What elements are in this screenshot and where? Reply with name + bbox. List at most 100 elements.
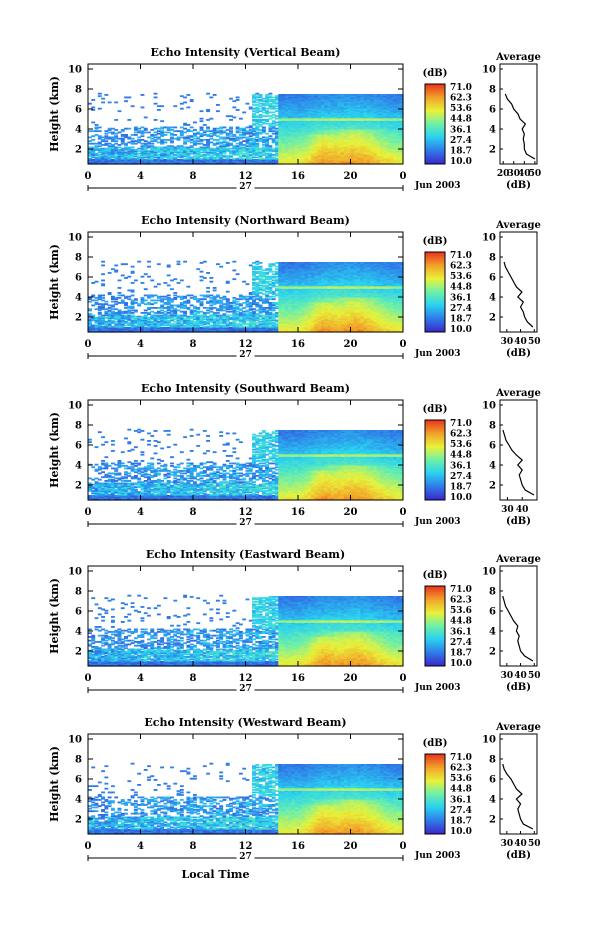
heatmap-cell (216, 104, 220, 106)
heatmap-cell (163, 282, 167, 284)
heatmap-cell (226, 281, 230, 283)
heatmap-cell (203, 261, 207, 263)
y-tick-label: 8 (75, 85, 82, 96)
heatmap-cell (134, 298, 138, 300)
heatmap-cell (183, 311, 187, 313)
heatmap-cell (141, 282, 145, 284)
heatmap-cell (121, 275, 125, 277)
heatmap-cell (229, 127, 233, 129)
heatmap-cell (255, 143, 259, 145)
heatmap-cell (229, 143, 233, 145)
heatmap-cell (114, 102, 118, 104)
heatmap-cell (131, 290, 135, 292)
heatmap-cell (246, 283, 250, 285)
heatmap-cell (236, 97, 240, 99)
heatmap-cell (91, 99, 95, 101)
heatmap-cell (216, 295, 220, 297)
heatmap-cell (118, 297, 122, 299)
heatmap-cell (180, 108, 184, 110)
heatmap-cell (203, 277, 207, 279)
heatmap-cell (114, 129, 118, 131)
heatmap-cell (160, 105, 164, 107)
heatmap-cell (229, 98, 233, 100)
colorbar-tick-label: 10.0 (450, 157, 472, 167)
heatmap-cell (196, 307, 200, 309)
heatmap-cell (147, 261, 151, 263)
day-label: 27 (239, 182, 252, 192)
heatmap-cell (226, 298, 230, 300)
heatmap-cell (91, 315, 95, 317)
heatmap-cell (131, 271, 135, 273)
heatmap-cell (190, 99, 194, 101)
heatmap-cell (141, 135, 145, 137)
heatmap-cell (246, 103, 250, 105)
heatmap-cell (236, 301, 240, 303)
heatmap-cell (177, 263, 181, 265)
heatmap-cell (154, 302, 158, 304)
heatmap-cell (95, 281, 99, 283)
average-y-tick-label: 10 (482, 65, 496, 76)
x-tick-label: 20 (344, 171, 358, 182)
heatmap-cell (216, 263, 220, 265)
heatmap-cell (229, 130, 233, 132)
colorbar-tick-label: 18.7 (450, 146, 472, 156)
heatmap-cell (236, 109, 240, 111)
heatmap-cell (114, 265, 118, 267)
heatmap-cell (190, 127, 194, 129)
heatmap-cell (173, 278, 177, 280)
heatmap-cell (206, 93, 210, 95)
heatmap-cell (91, 107, 95, 109)
heatmap-cell (118, 287, 122, 289)
x-tick-label: 16 (291, 171, 305, 182)
heatmap-cell (206, 287, 210, 289)
heatmap-cell (141, 276, 145, 278)
heatmap-cell (265, 133, 269, 135)
heatmap-cell (104, 301, 108, 303)
figure-canvas: Echo Intensity (Vertical Beam)246810Heig… (0, 0, 616, 929)
heatmap-cell (259, 94, 263, 96)
heatmap-cell (108, 102, 112, 104)
panel-title: Echo Intensity (Northward Beam) (141, 214, 350, 227)
heatmap-cell (124, 263, 128, 265)
colorbar-tick-label: 36.1 (450, 125, 472, 135)
heatmap-cell (226, 291, 230, 293)
heatmap-cell (127, 276, 131, 278)
heatmap-cell (242, 112, 246, 114)
heatmap-cell (170, 288, 174, 290)
heatmap-cell (232, 270, 236, 272)
heatmap-cell (144, 117, 148, 119)
heatmap-cell (131, 105, 135, 107)
heatmap-cell (223, 127, 227, 129)
echo-intensity-figure: Echo Intensity (Vertical Beam)246810Heig… (0, 0, 616, 929)
heatmap-cell (213, 94, 217, 96)
month-label: Jun 2003 (414, 181, 461, 191)
heatmap-cell (262, 127, 266, 129)
heatmap-cell (163, 142, 167, 144)
heatmap-cell (141, 297, 145, 299)
heatmap-cells (88, 261, 404, 333)
heatmap-cell (134, 280, 138, 282)
heatmap-cell (229, 119, 233, 121)
heatmap-cell (131, 282, 135, 284)
heatmap-cell (134, 310, 138, 312)
heatmap-cell (134, 134, 138, 136)
heatmap-cell (209, 277, 213, 279)
heatmap-cell (98, 130, 102, 132)
heatmap-cell (147, 132, 151, 134)
heatmap-cell (101, 98, 105, 100)
heatmap-cell (177, 282, 181, 284)
colorbar-tick-label: 53.6 (450, 104, 472, 114)
colorbar-tick-label: 27.4 (450, 136, 472, 146)
heatmap-cell (200, 120, 204, 122)
heatmap-cell (268, 268, 272, 270)
heatmap-cell (167, 295, 171, 297)
heatmap-cell (173, 127, 177, 129)
heatmap-cell (177, 261, 181, 263)
heatmap-cell (232, 278, 236, 280)
heatmap-cell (101, 265, 105, 267)
heatmap-cell (127, 97, 131, 99)
panel-2: Echo Intensity (Northward Beam)246810Hei… (48, 214, 541, 360)
heatmap-cell (154, 119, 158, 121)
heatmap-cell (154, 103, 158, 105)
heatmap-cell (163, 134, 167, 136)
